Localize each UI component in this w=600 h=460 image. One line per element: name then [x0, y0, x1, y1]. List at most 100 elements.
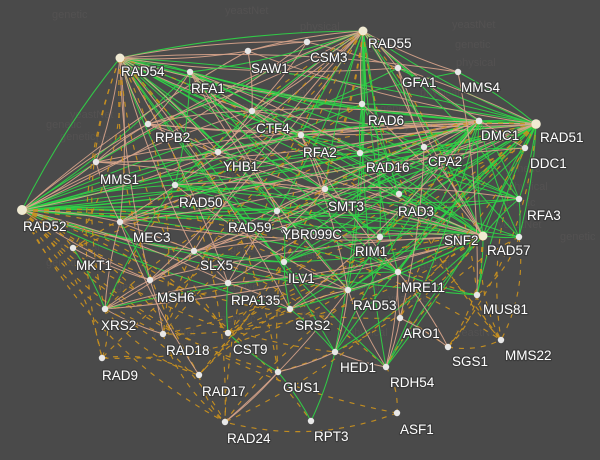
graph-edge-salmon [385, 317, 401, 368]
graph-node-rfa2[interactable] [297, 131, 305, 139]
graph-edge-salmon [227, 210, 278, 284]
graph-edge-salmon [362, 30, 459, 73]
graph-node-saw1[interactable] [244, 47, 252, 55]
graph-edge-salmon [399, 317, 449, 348]
graph-node-yhb1[interactable] [214, 148, 222, 156]
watermark-text: genetic [220, 313, 256, 325]
graph-node-sgs1[interactable] [444, 343, 452, 351]
node-label-rad17: RAD17 [202, 384, 246, 399]
graph-node-rad52[interactable] [17, 205, 27, 215]
graph-node-rad50[interactable] [171, 181, 179, 189]
graph-node-ddc1[interactable] [521, 144, 529, 152]
node-label-mre11: MRE11 [401, 280, 445, 295]
graph-node-asf1[interactable] [393, 409, 401, 417]
graph-node-rad17[interactable] [195, 371, 203, 379]
graph-node-csm3[interactable] [303, 38, 311, 46]
graph-node-rad54[interactable] [115, 53, 125, 63]
graph-edge-salmon [251, 41, 308, 112]
graph-edge-salmon [224, 289, 349, 423]
graph-node-srs2[interactable] [286, 305, 294, 313]
graph-node-xrs2[interactable] [101, 305, 109, 313]
graph-node-dmc1[interactable] [475, 117, 483, 125]
watermark-text: genetic [46, 257, 82, 269]
node-label-hed1: HED1 [340, 360, 376, 375]
node-layer[interactable] [17, 26, 541, 426]
graph-edge-green [347, 120, 480, 291]
graph-node-hed1[interactable] [331, 348, 339, 356]
graph-node-rim1[interactable] [376, 233, 384, 241]
graph-node-rad51[interactable] [531, 119, 541, 129]
graph-node-rpt3[interactable] [307, 417, 315, 425]
graph-node-cpa2[interactable] [420, 143, 428, 151]
graph-node-mms22[interactable] [497, 336, 505, 344]
graph-node-rpa135[interactable] [224, 279, 232, 287]
graph-node-slx5[interactable] [190, 247, 198, 255]
graph-node-rfa1[interactable] [186, 68, 194, 76]
graph-edge-orange [104, 308, 200, 376]
graph-node-gfa1[interactable] [394, 64, 402, 72]
graph-edge-salmon [300, 134, 349, 291]
graph-node-rad59[interactable] [273, 207, 281, 215]
graph-node-mms1[interactable] [92, 158, 100, 166]
graph-edge-green [174, 184, 484, 237]
graph-edge-orange [276, 30, 364, 373]
graph-node-aro1[interactable] [396, 314, 404, 322]
graph-edge-salmon [95, 123, 149, 163]
graph-edge-salmon [95, 161, 121, 223]
watermark-text: physical [348, 327, 388, 339]
graph-node-ilv1[interactable] [280, 258, 288, 266]
graph-node-rad57[interactable] [515, 233, 523, 241]
graph-edge-orange [162, 235, 484, 335]
graph-edge-orange [21, 209, 226, 423]
graph-edge-salmon [247, 50, 253, 112]
graph-edge-salmon [21, 209, 121, 223]
graph-edge-orange [496, 123, 537, 341]
graph-node-rad24[interactable] [221, 418, 229, 426]
graph-node-smt3[interactable] [321, 185, 329, 193]
graph-edge-green [334, 30, 364, 353]
graph-edge-salmon [147, 120, 480, 133]
graph-edge-orange [476, 236, 520, 296]
node-label-slx5: SLX5 [200, 258, 233, 273]
node-label-rfa2: RFA2 [303, 145, 337, 160]
watermark-text: genetic [455, 39, 491, 51]
graph-node-mms4[interactable] [454, 68, 462, 76]
graph-node-rpb2[interactable] [144, 120, 152, 128]
graph-node-mre11[interactable] [394, 268, 402, 276]
graph-node-mec3[interactable] [116, 218, 124, 226]
graph-node-mkt1[interactable] [69, 244, 77, 252]
graph-node-rdh54[interactable] [382, 363, 390, 371]
graph-node-snf2[interactable] [478, 231, 488, 241]
graph-node-rad16[interactable] [356, 149, 364, 157]
graph-node-msh6[interactable] [146, 276, 154, 284]
graph-edge-green [189, 71, 399, 273]
graph-edge-salmon [149, 279, 164, 335]
graph-node-rad55[interactable] [358, 26, 368, 36]
node-label-csm3: CSM3 [310, 50, 348, 65]
edge-layer [21, 30, 537, 433]
graph-node-rad18[interactable] [159, 330, 167, 338]
node-label-xrs2: XRS2 [101, 318, 136, 333]
node-label-rpt3: RPT3 [314, 429, 349, 444]
node-label-gfa1: GFA1 [402, 75, 437, 90]
graph-edge-salmon [347, 271, 399, 291]
graph-node-rad53[interactable] [344, 286, 352, 294]
graph-node-mus81[interactable] [473, 291, 481, 299]
graph-edge-salmon [362, 30, 526, 149]
graph-node-cst9[interactable] [224, 329, 232, 337]
graph-edge-orange [104, 123, 537, 310]
graph-node-rfa3[interactable] [515, 195, 523, 203]
graph-node-rad6[interactable] [358, 100, 366, 108]
graph-edge-green [334, 120, 480, 353]
graph-edge-green [397, 120, 480, 273]
graph-node-ctf4[interactable] [248, 107, 256, 115]
graph-node-gus1[interactable] [274, 368, 282, 376]
graph-node-rad9[interactable] [98, 354, 106, 362]
graph-edge-salmon [247, 50, 537, 125]
graph-node-ybr099c[interactable] [280, 226, 288, 234]
graph-edge-salmon [193, 30, 364, 252]
graph-edge-green [104, 271, 399, 310]
graph-edge-green [21, 209, 278, 219]
graph-node-rad3[interactable] [395, 190, 403, 198]
